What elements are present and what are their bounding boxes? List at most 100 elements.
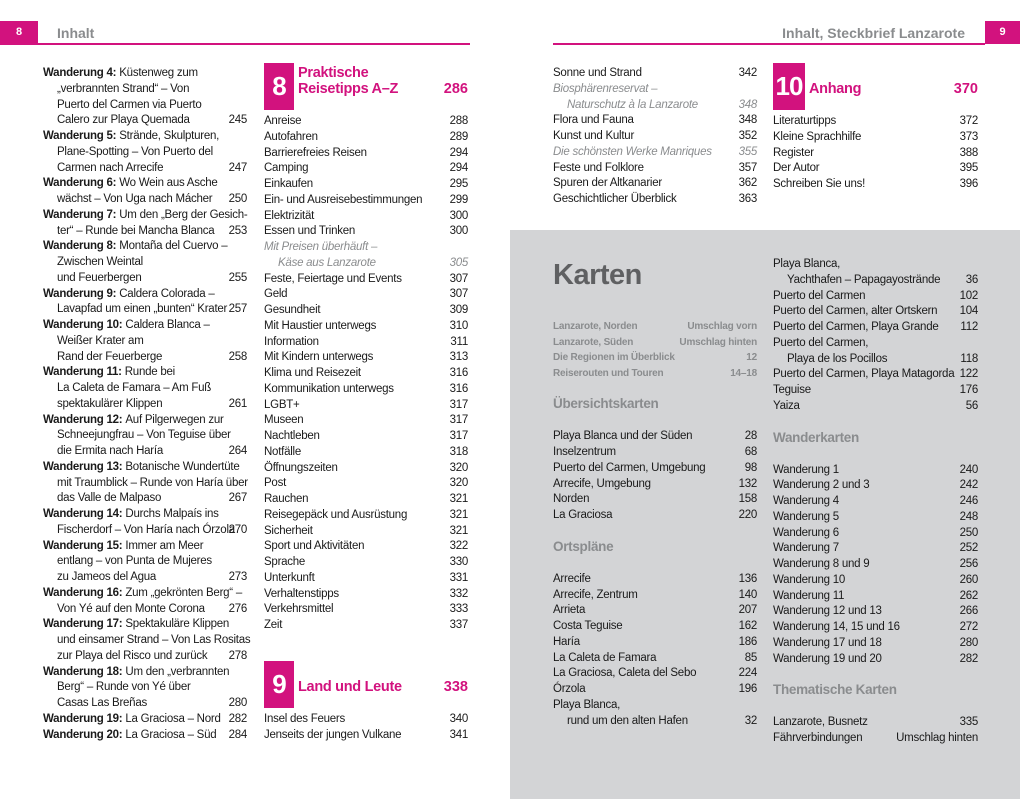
page-ref: 317 <box>449 430 469 442</box>
toc-entry: Verkehrsmittel 333 <box>264 602 468 618</box>
maps-title: Karten <box>553 258 757 292</box>
toc-entry: Wanderung 5 248 <box>773 510 978 526</box>
entry-text: Arrieta <box>553 604 586 617</box>
toc-line: La Graciosa, Caleta del Sebo 224 <box>553 666 757 682</box>
entry-list: Playa Blanca, Yachthafen – Papagayostränd… <box>773 257 978 415</box>
toc-entry: Museen 317 <box>264 413 468 429</box>
entry-text: Wanderung 17 und 18 <box>773 636 882 649</box>
entry-label: Wanderung 6: <box>43 177 117 190</box>
page-ref: 372 <box>959 115 979 127</box>
page-ref: 246 <box>959 495 979 507</box>
entry-text: Spektakuläre Klippen <box>125 618 230 631</box>
page-ref: 294 <box>449 162 469 175</box>
entry-text: Arrecife, Zentrum <box>553 588 638 601</box>
toc-line: Wanderung 20: La Graciosa – Süd 284 <box>43 728 247 744</box>
toc-entry: Lanzarote, Busnetz 335 <box>773 715 978 731</box>
toc-entry: Rauchen 321 <box>264 492 468 508</box>
entry-text: Wanderung 10 <box>773 573 846 586</box>
entry-text: Öffnungszeiten <box>264 461 338 474</box>
toc-entry: Wanderung 5: Strände, Skulpturen, Plane-Sp… <box>43 129 247 176</box>
cover-entry: Reiserouten und Touren 14–18 <box>553 366 757 382</box>
toc-entry: Gesundheit 309 <box>264 303 468 319</box>
page-ref: 280 <box>959 636 979 649</box>
toc-entry: Mit Preisen überhäuft – Käse aus Lanzarot… <box>264 240 468 272</box>
toc-line: Playa Blanca und der Süden 28 <box>553 429 757 445</box>
entry-text: Autofahren <box>264 130 318 143</box>
toc-line: mit Traumblick – Runde von Haría über <box>43 476 248 492</box>
page-ref: 273 <box>228 571 248 583</box>
page-ref: 332 <box>449 587 469 600</box>
entry-text: Jenseits der jungen Vulkane <box>264 728 402 741</box>
toc-entry: Wanderung 1 240 <box>773 463 978 479</box>
toc-entry: Teguise 176 <box>773 383 978 399</box>
page-ref: 396 <box>959 178 979 190</box>
toc-line: Fischerdorf – Von Haría nach Órzola 270 <box>43 523 247 539</box>
page-ref: 36 <box>965 273 979 286</box>
entry-text: Strände, Skulpturen, <box>119 130 220 142</box>
entry-text: mit Traumblick – Runde von Haría über <box>57 476 248 489</box>
chapter-title: Reisetipps A–Z <box>298 81 399 97</box>
entry-text: Wanderung 12 und 13 <box>773 605 882 618</box>
toc-entry: Kleine Sprachhilfe 373 <box>773 130 978 146</box>
entry-text: Literaturtipps <box>773 115 836 127</box>
toc-line: Wanderung 16: Zum „gekrönten Berg“ – <box>43 586 247 602</box>
toc-entry: Puerto del Carmen 102 <box>773 289 978 305</box>
page-ref: 330 <box>449 556 469 568</box>
page-ref: 56 <box>965 399 979 412</box>
chapter-heading: 10 Anhang 370 <box>773 62 978 110</box>
toc-line: Sprache 330 <box>264 555 468 571</box>
page-ref: 245 <box>228 114 248 127</box>
toc-line: Mit Kindern unterwegs 313 <box>264 350 468 366</box>
page-ref: Umschlag hinten <box>896 732 978 744</box>
toc-chapter: 10 Anhang 370 Literaturtipps 372 Kleine Sprac… <box>773 62 978 193</box>
page-ref: 262 <box>959 589 979 602</box>
entry-text: Playa Blanca und der Süden <box>553 430 693 443</box>
cover-name: Lanzarote, Süden <box>553 336 634 348</box>
toc-entry: Geld 307 <box>264 287 468 303</box>
toc-entry: Norden 158 <box>553 492 757 508</box>
toc-line: Puerto del Carmen 102 <box>773 289 978 305</box>
chapter-page: 370 <box>953 81 978 97</box>
entry-text: Kommunikation unterwegs <box>264 382 394 395</box>
toc-line: Wanderung 10: Caldera Blanca – <box>43 318 247 334</box>
toc-line: Yaiza 56 <box>773 399 978 415</box>
page-ref: 270 <box>228 523 248 536</box>
entry-text: Naturschutz à la Lanzarote <box>567 98 698 111</box>
toc-entry: Jenseits der jungen Vulkane 341 <box>264 728 468 744</box>
entry-text: Wanderung 6 <box>773 526 839 539</box>
toc-line: Playa Blanca, <box>773 257 978 273</box>
cover-page: 14–18 <box>730 367 757 379</box>
entry-text: LGBT+ <box>264 398 300 411</box>
entry-text: Immer am Meer <box>125 539 204 552</box>
toc-line: Wanderung 14, 15 und 16 272 <box>773 620 978 636</box>
entry-text: Käse aus Lanzarote <box>278 256 376 269</box>
toc-line: zur Playa del Risco und zurück 278 <box>43 649 247 665</box>
entry-text: Zeit <box>264 619 283 631</box>
page-ref: 122 <box>959 368 979 381</box>
entry-list: Anreise 288 Autofahren 289 Barrierefreies Re… <box>264 114 468 634</box>
page-ref: 309 <box>449 304 469 316</box>
toc-entry: Die schönsten Werke Manriques 355 <box>553 145 757 161</box>
toc-entry: Arrecife, Umgebung 132 <box>553 477 757 493</box>
toc-entry: Nachtleben 317 <box>264 429 468 445</box>
entry-text: Puerto del Carmen, Umgebung <box>553 461 706 474</box>
toc-entry: Playa Blanca, rund um den alten Hafen 32 <box>553 698 757 730</box>
entry-text: Montaña del Cuervo – <box>119 240 228 253</box>
entry-text: Register <box>773 146 814 159</box>
page-ref: 341 <box>449 728 469 741</box>
toc-entry: LGBT+ 317 <box>264 398 468 414</box>
toc-line: Reisegepäck und Ausrüstung 321 <box>264 508 468 524</box>
toc-entry: Sonne und Strand 342 <box>553 66 757 82</box>
entry-text: Elektrizität <box>264 209 315 222</box>
toc-line: Zeit 337 <box>264 618 468 634</box>
toc-line: Wanderung 4 246 <box>773 494 978 510</box>
toc-line: Sonne und Strand 342 <box>553 66 757 82</box>
section-heading-text: Thematische Karten <box>773 682 897 698</box>
entry-text: Essen und Trinken <box>264 225 356 238</box>
toc-entry: Wanderung 9: Caldera Colorada – Lavapfad u… <box>43 287 247 319</box>
toc-entry: La Graciosa, Caleta del Sebo 224 <box>553 666 757 682</box>
toc-entry: Post 320 <box>264 476 468 492</box>
toc-line: und Feuerbergen 255 <box>43 271 247 287</box>
entry-text: die Ermita nach Haría <box>57 445 163 457</box>
